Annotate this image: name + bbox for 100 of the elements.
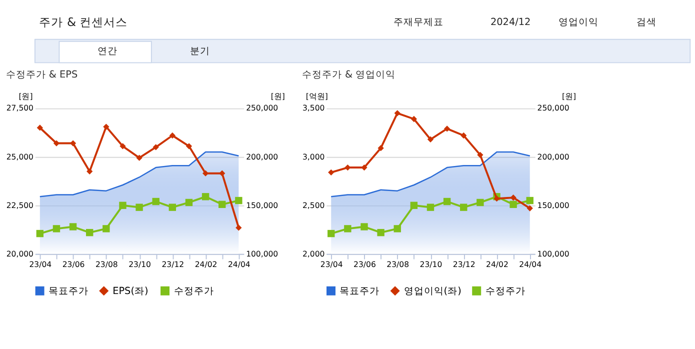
- point: [344, 164, 351, 171]
- legend-label: 목표주가: [48, 286, 89, 297]
- text: 분기: [190, 46, 210, 57]
- y2-tick-label: 200,000: [246, 152, 278, 162]
- x-tick-label: 23/08: [386, 260, 410, 270]
- point: [427, 136, 434, 142]
- point: [119, 202, 126, 209]
- x-tick-label: 23/12: [162, 260, 184, 270]
- y-tick-label: 27,500: [6, 104, 34, 113]
- point: [460, 132, 467, 139]
- text: 주재무제표: [393, 16, 444, 28]
- text: 주가 & 컨센서스: [39, 14, 128, 29]
- chart-title: 수정주가 & 영업이익: [302, 69, 396, 80]
- point: [344, 225, 352, 232]
- y2-tick-label: 250,000: [246, 104, 278, 113]
- legend-label: 수정주가: [174, 286, 214, 297]
- y-tick-label: 22,500: [6, 200, 34, 210]
- x-tick-label: 23/10: [420, 260, 442, 270]
- point: [444, 126, 450, 132]
- x-tick-label: 23/12: [452, 260, 476, 270]
- point: [410, 116, 417, 122]
- y2-tick-label: 150,000: [537, 200, 570, 210]
- text: 영업이익: [558, 16, 599, 28]
- x-tick-label: 23/06: [354, 260, 376, 270]
- point: [103, 124, 110, 130]
- legend-label: 수정주가: [485, 286, 526, 297]
- point: [168, 204, 176, 211]
- point: [202, 170, 209, 176]
- text: 검색: [636, 16, 656, 28]
- y2-tick-label: 100,000: [537, 249, 570, 258]
- point: [70, 140, 76, 146]
- y-tick-label: 3,500: [302, 104, 325, 113]
- point: [69, 223, 77, 230]
- point: [202, 193, 210, 200]
- point: [136, 204, 143, 211]
- x-tick-label: 24/02: [486, 260, 508, 270]
- point: [53, 140, 60, 146]
- point: [152, 144, 159, 150]
- point: [494, 196, 500, 202]
- y-tick-label: 20,000: [6, 249, 34, 258]
- point: [52, 225, 60, 232]
- legend-label: 목표주가: [340, 286, 380, 297]
- point: [377, 228, 384, 236]
- y2-tick-label: 150,000: [246, 200, 278, 210]
- point: [360, 223, 368, 230]
- point: [186, 143, 192, 150]
- point: [526, 196, 534, 204]
- point: [185, 198, 193, 206]
- text: 연간: [98, 46, 118, 57]
- x-tick-label: 23/04: [29, 260, 52, 270]
- y-tick-label: 3,000: [302, 152, 325, 162]
- x-tick-label: 23/06: [62, 260, 85, 270]
- point: [219, 170, 226, 176]
- y2-axis-title: [원]: [270, 92, 285, 102]
- point: [378, 145, 384, 152]
- point: [235, 196, 242, 204]
- chart-title: 수정주가 & EPS: [6, 69, 78, 80]
- x-tick-label: 23/04: [320, 260, 343, 270]
- point: [120, 143, 126, 150]
- point: [236, 224, 242, 231]
- point: [460, 204, 468, 211]
- point: [86, 168, 93, 174]
- x-tick-label: 23/10: [128, 260, 152, 270]
- point: [477, 152, 484, 158]
- point: [328, 230, 335, 238]
- y-tick-label: 25,000: [6, 152, 34, 162]
- y2-tick-label: 200,000: [537, 152, 570, 162]
- point: [152, 198, 160, 206]
- point: [36, 230, 44, 238]
- y-axis-title: [억원]: [306, 92, 328, 102]
- x-tick-label: 24/04: [519, 260, 542, 270]
- point: [102, 225, 110, 232]
- point: [510, 194, 516, 201]
- y-tick-label: 2,500: [302, 200, 325, 210]
- x-tick-label: 24/02: [194, 260, 218, 270]
- y2-axis-title: [원]: [562, 92, 576, 102]
- point: [443, 198, 451, 206]
- point: [361, 164, 368, 171]
- text: 2024/12: [490, 16, 531, 28]
- point: [476, 198, 484, 206]
- point: [426, 204, 434, 211]
- point: [169, 132, 176, 139]
- x-tick-label: 24/04: [228, 260, 250, 270]
- y2-tick-label: 100,000: [246, 249, 278, 258]
- point: [394, 110, 400, 116]
- point: [510, 200, 517, 208]
- legend-label: EPS(좌): [112, 286, 148, 297]
- point: [86, 228, 94, 236]
- point: [36, 124, 43, 131]
- y-axis-title: [원]: [18, 92, 33, 102]
- legend-label: 영업이익(좌): [404, 286, 462, 297]
- point: [218, 200, 226, 208]
- x-tick-label: 23/08: [95, 260, 118, 270]
- point: [526, 205, 533, 212]
- point: [328, 169, 334, 176]
- point: [394, 225, 401, 232]
- y2-tick-label: 250,000: [537, 104, 570, 113]
- point: [136, 154, 142, 161]
- point: [410, 202, 418, 209]
- y-tick-label: 2,000: [302, 249, 325, 258]
